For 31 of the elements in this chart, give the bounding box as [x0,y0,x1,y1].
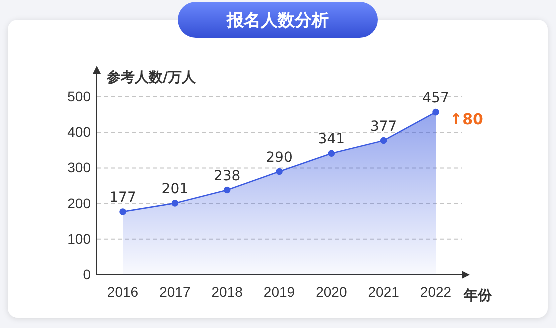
x-tick-label: 2022 [420,284,452,300]
y-tick-label: 300 [68,160,92,176]
x-tick-label: 2016 [107,284,139,300]
x-tick-label: 2021 [368,284,400,300]
point [120,208,126,216]
y-tick-label: 0 [83,266,92,282]
point [276,168,283,176]
y-tick-label: 200 [68,195,92,212]
point [432,108,440,116]
point [380,137,388,144]
y-tick-label: 500 [68,88,92,104]
x-tick-label: 2017 [160,284,191,300]
x-tick-label: 2018 [212,284,244,300]
data-label: 457 [422,90,450,106]
data-label: 290 [266,150,293,166]
point [328,150,336,157]
point [224,186,231,194]
data-label: 377 [370,118,398,135]
y-axis-title: 参考人数/万人 [106,69,198,86]
y-tick-label: 400 [68,124,92,140]
chart-title: 报名人数分析 [226,11,329,31]
x-tick-label: 2019 [264,284,296,300]
data-label: 177 [110,190,136,206]
point [172,200,179,207]
data-label: 201 [162,181,189,198]
data-label: 341 [318,132,346,148]
y-tick-label: 100 [68,230,92,247]
x-tick-label: 2020 [316,284,348,300]
x-axis-title: 年份 [463,288,493,304]
data-label: 238 [214,168,241,184]
annotation: ↑80 [450,110,484,128]
